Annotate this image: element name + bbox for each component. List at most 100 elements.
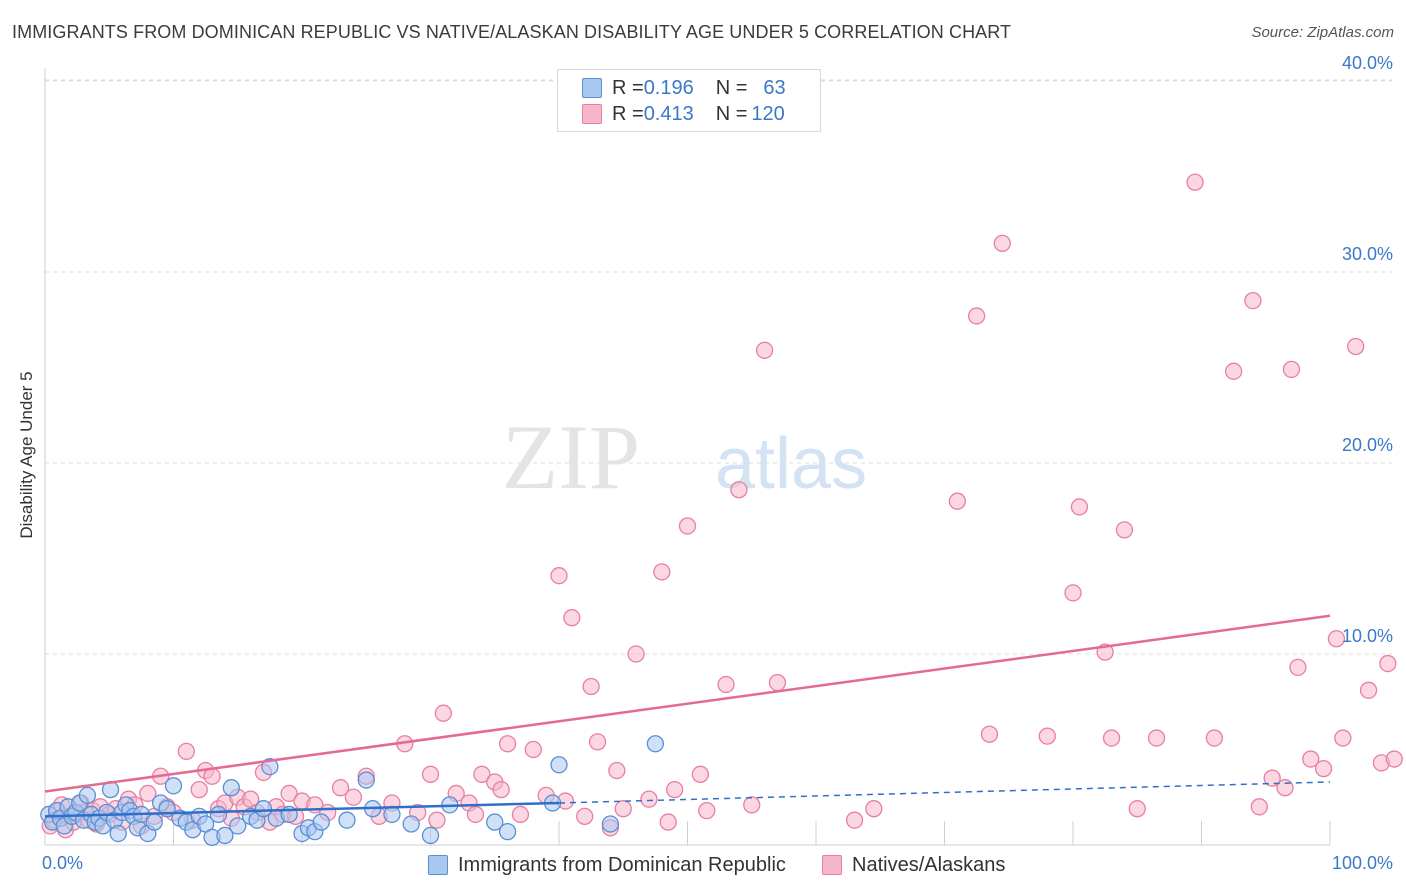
legend-row-dominican: R = 0.196 N = 63 xyxy=(582,76,786,100)
natives-point xyxy=(980,725,999,743)
natives-point xyxy=(1379,654,1397,673)
bottom-legend-label-natives: Natives/Alaskans xyxy=(852,853,1006,876)
bottom-legend-natives: Natives/Alaskans xyxy=(822,852,1005,878)
natives-point xyxy=(280,784,298,803)
natives-point xyxy=(1327,630,1346,648)
dominican-point xyxy=(550,756,568,774)
natives-point xyxy=(473,765,491,783)
legend-n-value: 120 xyxy=(751,102,785,125)
natives-point xyxy=(768,674,787,692)
dominican-point xyxy=(261,758,279,776)
natives-point xyxy=(576,807,594,825)
y-axis-label: Disability Age Under 5 xyxy=(17,371,36,539)
dominican-point xyxy=(486,813,504,831)
natives-point xyxy=(190,780,208,799)
natives-point xyxy=(730,481,748,499)
natives-point xyxy=(993,234,1011,253)
bottom-legend-label-dominican: Immigrants from Dominican Republic xyxy=(458,853,786,876)
dominican-point xyxy=(646,735,665,753)
dominican-point xyxy=(357,771,375,789)
natives-point xyxy=(1276,779,1294,797)
natives-point xyxy=(967,307,986,325)
natives-point xyxy=(1115,521,1134,539)
dominican-point xyxy=(601,815,620,833)
natives-point xyxy=(511,805,530,824)
bottom-legend-swatch-blue xyxy=(428,855,448,875)
watermark: ZIP atlas xyxy=(502,406,867,508)
x-tick-label: 100.0% xyxy=(1332,853,1393,873)
legend-r-value: 0.413 xyxy=(643,102,694,125)
legend-n-label: N = xyxy=(715,102,748,125)
natives-point xyxy=(466,805,485,824)
natives-point xyxy=(498,735,517,753)
trend-lines xyxy=(44,614,1331,818)
natives-point xyxy=(678,517,697,535)
natives-point xyxy=(1205,729,1223,747)
y-tick-label: 30.0% xyxy=(1342,244,1393,264)
dominican-point xyxy=(216,826,234,845)
natives-point xyxy=(865,800,883,818)
y-tick-label: 20.0% xyxy=(1342,435,1393,455)
dominican-point xyxy=(498,822,517,841)
dominican-point xyxy=(222,779,240,797)
natives-point xyxy=(691,765,709,783)
axes xyxy=(44,68,1331,846)
natives-point xyxy=(1314,759,1333,778)
natives-point xyxy=(1282,360,1301,379)
dominican-trend-extension xyxy=(558,781,1331,804)
natives-point xyxy=(1102,729,1121,747)
natives-point xyxy=(331,779,350,797)
dominican-point xyxy=(383,805,401,824)
natives-point xyxy=(1070,498,1089,516)
natives-point xyxy=(1038,727,1056,745)
dominican-points xyxy=(40,735,665,847)
natives-point xyxy=(608,761,626,780)
dominican-point xyxy=(164,777,183,795)
natives-point xyxy=(421,765,440,783)
natives-point xyxy=(845,811,864,829)
natives-point xyxy=(582,677,600,696)
natives-point xyxy=(1064,584,1082,602)
legend-n-value: 63 xyxy=(763,76,786,99)
dominican-point xyxy=(78,786,97,804)
dominican-point xyxy=(402,815,420,833)
natives-point xyxy=(698,801,716,820)
natives-point xyxy=(1385,750,1403,768)
y-tick-label: 40.0% xyxy=(1342,53,1393,73)
natives-points xyxy=(41,173,1403,839)
natives-point xyxy=(550,567,568,585)
natives-point xyxy=(659,813,677,831)
legend-n-label: N = xyxy=(715,76,748,99)
natives-point xyxy=(1244,291,1262,310)
natives-point xyxy=(1186,173,1204,191)
natives-point xyxy=(1359,681,1378,699)
natives-point xyxy=(492,780,510,799)
dominican-trend-line xyxy=(44,801,560,818)
natives-point xyxy=(344,788,363,806)
legend: R = 0.196 N = 63 R = 0.413 N = 120 xyxy=(557,69,821,132)
dominican-point xyxy=(312,813,330,831)
legend-r-label: R = xyxy=(612,76,644,99)
natives-point xyxy=(434,704,453,722)
natives-point xyxy=(1250,798,1268,816)
natives-point xyxy=(755,341,774,359)
natives-point xyxy=(1128,800,1146,818)
natives-point xyxy=(948,492,966,510)
source-label: Source: ZipAtlas.com xyxy=(1251,24,1394,41)
legend-r-value: 0.196 xyxy=(643,76,694,99)
grid-lines xyxy=(45,79,1392,655)
legend-row-natives: R = 0.413 N = 120 xyxy=(582,102,785,126)
natives-point xyxy=(177,742,196,761)
tick-labels: 10.0% 20.0% 30.0% 40.0% 0.0% 100.0% xyxy=(42,53,1393,873)
natives-point xyxy=(1289,658,1307,677)
natives-point xyxy=(627,645,645,663)
x-tick-label: 0.0% xyxy=(42,853,83,873)
natives-point xyxy=(1263,769,1281,787)
natives-point xyxy=(743,796,761,814)
natives-point xyxy=(563,609,581,627)
natives-point xyxy=(653,563,671,581)
dominican-point xyxy=(209,805,228,824)
legend-swatch-pink xyxy=(582,104,602,124)
natives-point xyxy=(1347,337,1365,356)
